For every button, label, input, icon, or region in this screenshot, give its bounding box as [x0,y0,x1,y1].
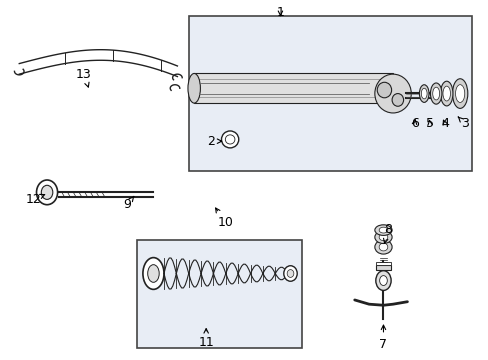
Ellipse shape [421,88,426,99]
Ellipse shape [286,270,293,277]
Bar [194,73,392,103]
Ellipse shape [451,79,467,108]
Text: 7: 7 [379,325,386,351]
Text: 9: 9 [123,196,134,211]
Ellipse shape [375,271,390,291]
Ellipse shape [374,225,391,235]
Ellipse shape [225,135,234,144]
Text: 3: 3 [457,117,468,130]
Ellipse shape [187,73,200,103]
Ellipse shape [378,243,387,251]
Ellipse shape [432,87,439,100]
Ellipse shape [142,258,163,289]
Ellipse shape [378,234,387,240]
Ellipse shape [440,81,452,106]
Ellipse shape [378,227,387,233]
Ellipse shape [374,240,391,254]
Text: 4: 4 [440,117,448,130]
Ellipse shape [376,82,391,98]
Ellipse shape [41,185,53,199]
Bar [189,16,471,171]
Ellipse shape [455,85,464,103]
Ellipse shape [419,85,428,102]
Text: 8: 8 [383,223,391,243]
Ellipse shape [374,231,391,243]
Text: 6: 6 [410,117,418,130]
Ellipse shape [374,74,410,113]
Text: 2: 2 [206,135,221,148]
Ellipse shape [429,83,441,104]
Text: 12: 12 [26,193,44,206]
Ellipse shape [37,180,58,205]
Text: 10: 10 [215,208,233,229]
Text: 5: 5 [425,117,433,130]
Ellipse shape [379,276,386,285]
Ellipse shape [221,131,238,148]
Text: 1: 1 [276,6,284,19]
Text: 11: 11 [198,329,214,350]
Bar [376,262,390,265]
Text: 13: 13 [76,68,92,87]
Ellipse shape [391,94,403,106]
Ellipse shape [283,266,297,281]
Bar [376,265,390,270]
Ellipse shape [442,86,449,101]
Ellipse shape [147,265,159,282]
Bar [137,240,302,348]
